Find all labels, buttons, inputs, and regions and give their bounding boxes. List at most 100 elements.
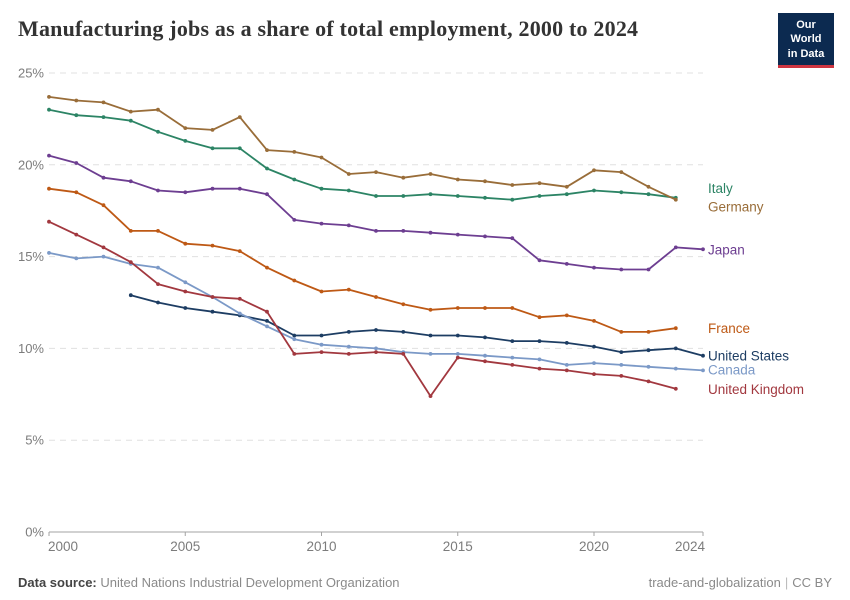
data-point[interactable] bbox=[455, 333, 460, 338]
data-point[interactable] bbox=[346, 287, 351, 292]
data-point[interactable] bbox=[74, 190, 79, 195]
data-point[interactable] bbox=[265, 324, 269, 329]
series-japan[interactable]: Japan bbox=[47, 153, 745, 272]
data-point[interactable] bbox=[537, 366, 542, 371]
data-point[interactable] bbox=[265, 319, 269, 323]
data-point[interactable] bbox=[156, 282, 160, 286]
data-point[interactable] bbox=[237, 249, 242, 254]
data-point[interactable] bbox=[210, 146, 215, 151]
data-point[interactable] bbox=[673, 386, 678, 391]
data-point[interactable] bbox=[47, 186, 51, 191]
data-point[interactable] bbox=[510, 236, 515, 241]
data-point[interactable] bbox=[401, 229, 406, 233]
legend-label-united-states[interactable]: United States bbox=[708, 349, 789, 364]
data-point[interactable] bbox=[619, 374, 624, 378]
data-point[interactable] bbox=[346, 344, 351, 349]
data-point[interactable] bbox=[156, 107, 160, 112]
data-point[interactable] bbox=[673, 326, 678, 331]
data-point[interactable] bbox=[319, 333, 324, 338]
series-line-germany[interactable] bbox=[48, 96, 677, 201]
data-point[interactable] bbox=[401, 352, 406, 356]
data-point[interactable] bbox=[101, 203, 106, 208]
data-point[interactable] bbox=[128, 229, 133, 233]
owid-logo[interactable]: Our World in Data bbox=[778, 13, 834, 68]
data-point[interactable] bbox=[646, 364, 651, 369]
data-point[interactable] bbox=[592, 188, 596, 193]
series-line-united-states[interactable] bbox=[129, 294, 704, 357]
data-point[interactable] bbox=[128, 293, 133, 298]
data-point[interactable] bbox=[292, 218, 297, 222]
data-point[interactable] bbox=[374, 350, 378, 354]
data-point[interactable] bbox=[646, 192, 651, 197]
data-point[interactable] bbox=[128, 118, 133, 123]
data-point[interactable] bbox=[346, 188, 351, 193]
series-united-kingdom[interactable]: United Kingdom bbox=[47, 219, 804, 398]
data-point[interactable] bbox=[646, 348, 651, 353]
data-point[interactable] bbox=[592, 265, 596, 270]
data-point[interactable] bbox=[564, 341, 569, 345]
data-point[interactable] bbox=[455, 355, 460, 360]
data-point[interactable] bbox=[374, 346, 378, 351]
data-point[interactable] bbox=[128, 179, 133, 184]
data-point[interactable] bbox=[374, 194, 378, 198]
data-point[interactable] bbox=[210, 243, 215, 248]
data-point[interactable] bbox=[401, 302, 406, 307]
data-point[interactable] bbox=[483, 179, 487, 184]
data-point[interactable] bbox=[701, 368, 705, 373]
data-point[interactable] bbox=[292, 337, 297, 342]
data-point[interactable] bbox=[428, 352, 433, 356]
data-point[interactable] bbox=[455, 306, 460, 310]
data-point[interactable] bbox=[619, 350, 624, 354]
data-point[interactable] bbox=[183, 289, 188, 294]
data-point[interactable] bbox=[237, 115, 242, 119]
data-point[interactable] bbox=[564, 368, 569, 373]
data-point[interactable] bbox=[619, 330, 624, 334]
data-point[interactable] bbox=[346, 223, 351, 228]
data-point[interactable] bbox=[156, 229, 160, 233]
data-point[interactable] bbox=[455, 232, 460, 237]
data-point[interactable] bbox=[292, 177, 297, 182]
data-point[interactable] bbox=[319, 186, 324, 191]
data-point[interactable] bbox=[183, 126, 188, 130]
data-point[interactable] bbox=[183, 280, 188, 285]
data-point[interactable] bbox=[346, 330, 351, 334]
data-point[interactable] bbox=[237, 311, 242, 316]
data-point[interactable] bbox=[319, 342, 324, 347]
data-point[interactable] bbox=[101, 100, 106, 105]
legend-label-italy[interactable]: Italy bbox=[708, 181, 733, 196]
data-point[interactable] bbox=[210, 127, 215, 132]
data-point[interactable] bbox=[401, 330, 406, 334]
data-point[interactable] bbox=[537, 339, 542, 343]
series-united-states[interactable]: United States bbox=[128, 293, 789, 364]
data-point[interactable] bbox=[592, 319, 596, 323]
data-point[interactable] bbox=[483, 234, 487, 239]
data-point[interactable] bbox=[592, 361, 596, 365]
legend-label-france[interactable]: France bbox=[708, 321, 750, 336]
data-point[interactable] bbox=[428, 192, 433, 197]
series-line-france[interactable] bbox=[48, 187, 677, 333]
series-france[interactable]: France bbox=[47, 186, 750, 336]
data-point[interactable] bbox=[156, 129, 160, 134]
data-point[interactable] bbox=[701, 247, 705, 252]
data-point[interactable] bbox=[346, 172, 351, 176]
data-point[interactable] bbox=[319, 155, 324, 160]
data-point[interactable] bbox=[673, 197, 678, 202]
series-line-united-kingdom[interactable] bbox=[48, 220, 677, 397]
data-point[interactable] bbox=[564, 363, 569, 367]
data-point[interactable] bbox=[401, 175, 406, 180]
data-point[interactable] bbox=[156, 188, 160, 193]
data-point[interactable] bbox=[483, 195, 487, 200]
license-link[interactable]: CC BY bbox=[792, 575, 832, 590]
data-point[interactable] bbox=[428, 307, 433, 312]
data-point[interactable] bbox=[483, 306, 487, 310]
data-point[interactable] bbox=[510, 355, 515, 360]
data-point[interactable] bbox=[101, 115, 106, 119]
data-point[interactable] bbox=[183, 241, 188, 246]
data-point[interactable] bbox=[428, 333, 433, 338]
data-point[interactable] bbox=[128, 260, 133, 264]
data-point[interactable] bbox=[374, 295, 378, 299]
series-line-italy[interactable] bbox=[48, 108, 677, 201]
data-point[interactable] bbox=[265, 309, 269, 314]
data-point[interactable] bbox=[101, 254, 106, 259]
